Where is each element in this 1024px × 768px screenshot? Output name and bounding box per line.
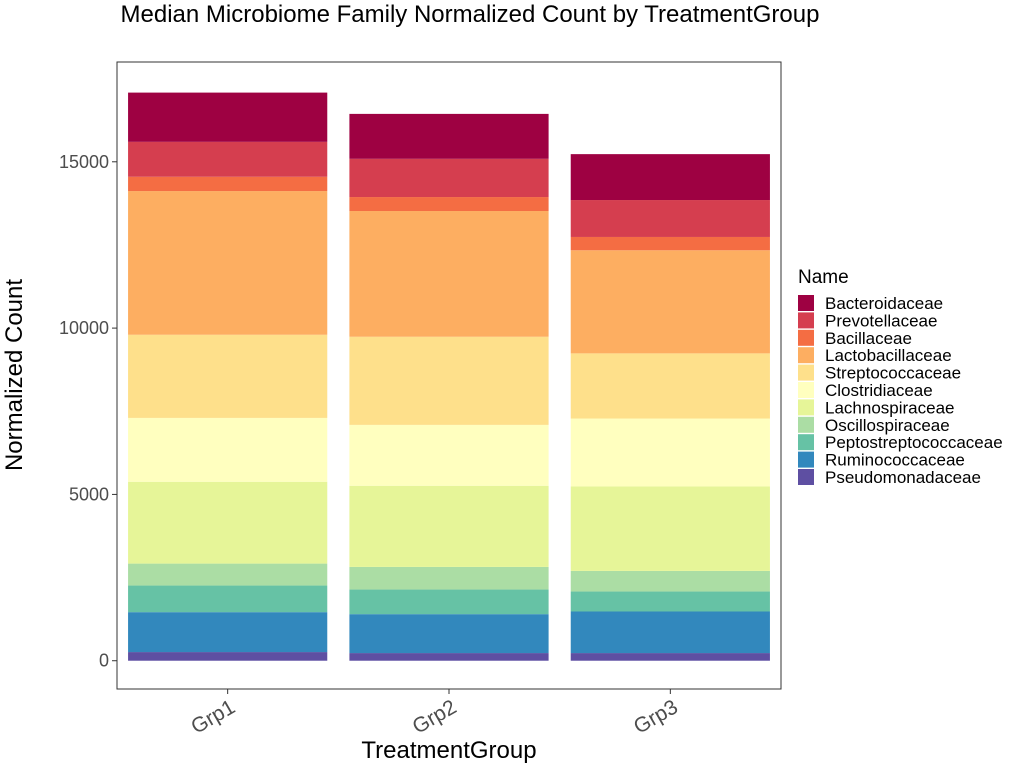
x-tick-label: Grp3 (630, 695, 682, 738)
bar-grp2-ruminococcaceae (349, 614, 549, 654)
legend-label-peptostreptococcaceae: Peptostreptococcaceae (825, 433, 1003, 452)
legend-label-pseudomonadaceae: Pseudomonadaceae (825, 468, 981, 487)
legend-label-clostridiaceae: Clostridiaceae (825, 381, 933, 400)
x-tick-label: Grp1 (187, 695, 239, 738)
bar-grp3-ruminococcaceae (570, 611, 770, 654)
legend-key-oscillospiraceae (798, 416, 814, 433)
bar-grp1-lactobacillaceae (128, 191, 328, 335)
bar-grp3-bacillaceae (570, 236, 770, 251)
bar-grp2-lactobacillaceae (349, 211, 549, 337)
y-tick-label: 0 (99, 651, 109, 671)
legend-label-lactobacillaceae: Lactobacillaceae (825, 346, 952, 365)
bar-grp1-clostridiaceae (128, 417, 328, 482)
bar-grp2-prevotellaceae (349, 158, 549, 198)
x-tick-label: Grp2 (409, 695, 461, 738)
y-axis-title: Normalized Count (1, 279, 28, 471)
y-tick-label: 15000 (59, 152, 109, 172)
bar-grp2-bacteroidaceae (349, 113, 549, 159)
legend-key-pseudomonadaceae (798, 469, 814, 485)
bar-grp2-clostridiaceae (349, 424, 549, 486)
bar-grp2-pseudomonadaceae (349, 653, 549, 661)
legend: Name BacteroidaceaePrevotellaceaeBacilla… (798, 267, 1003, 487)
x-axis: Grp1 Grp2 Grp3 (187, 689, 682, 739)
legend-label-lachnospiraceae: Lachnospiraceae (825, 398, 954, 417)
legend-key-lachnospiraceae (798, 399, 814, 416)
bar-grp1-streptococcaceae (128, 334, 328, 418)
legend-title: Name (798, 267, 849, 288)
bar-grp1-oscillospiraceae (128, 563, 328, 586)
bar-grp3-peptostreptococcaceae (570, 591, 770, 612)
bar-grp3-lachnospiraceae (570, 486, 770, 571)
legend-label-bacillaceae: Bacillaceae (825, 329, 912, 348)
bar-grp1-prevotellaceae (128, 141, 328, 177)
legend-key-prevotellaceae (798, 312, 814, 329)
y-tick-label: 5000 (69, 484, 109, 504)
bar-grp2-lachnospiraceae (349, 485, 549, 567)
bar-grp1-bacteroidaceae (128, 92, 328, 142)
bar-grp2-streptococcaceae (349, 336, 549, 425)
x-axis-title: TreatmentGroup (361, 737, 536, 764)
bar-grp3-lactobacillaceae (570, 250, 770, 354)
legend-label-prevotellaceae: Prevotellaceae (825, 311, 937, 330)
bar-grp3-streptococcaceae (570, 353, 770, 419)
bar-grp3-prevotellaceae (570, 200, 770, 237)
bar-grp2-peptostreptococcaceae (349, 589, 549, 615)
y-axis: 0 5000 10000 15000 (59, 152, 117, 671)
y-tick-label: 10000 (59, 318, 109, 338)
legend-key-peptostreptococcaceae (798, 434, 814, 451)
legend-key-bacteroidaceae (798, 295, 814, 311)
bar-grp1-lachnospiraceae (128, 481, 328, 564)
bar-grp3-bacteroidaceae (570, 154, 770, 201)
bar-grp3-pseudomonadaceae (570, 653, 770, 661)
legend-key-clostridiaceae (798, 382, 814, 398)
chart-title: Median Microbiome Family Normalized Coun… (121, 1, 820, 28)
bar-grp3-clostridiaceae (570, 418, 770, 487)
bar-grp1-ruminococcaceae (128, 612, 328, 653)
bar-grp3-oscillospiraceae (570, 570, 770, 592)
bar-grp1-bacillaceae (128, 176, 328, 192)
bar-grp2-oscillospiraceae (349, 566, 549, 590)
bar-grp1-pseudomonadaceae (128, 652, 328, 661)
legend-label-bacteroidaceae: Bacteroidaceae (825, 294, 943, 313)
bar-area (128, 92, 770, 661)
bar-grp2-bacillaceae (349, 197, 549, 212)
legend-key-lactobacillaceae (798, 347, 814, 364)
legend-label-oscillospiraceae: Oscillospiraceae (825, 416, 950, 435)
legend-key-streptococcaceae (798, 364, 814, 381)
legend-label-streptococcaceae: Streptococcaceae (825, 364, 961, 383)
legend-key-bacillaceae (798, 329, 814, 346)
bar-grp1-peptostreptococcaceae (128, 585, 328, 613)
legend-key-ruminococcaceae (798, 451, 814, 468)
legend-label-ruminococcaceae: Ruminococcaceae (825, 451, 965, 470)
